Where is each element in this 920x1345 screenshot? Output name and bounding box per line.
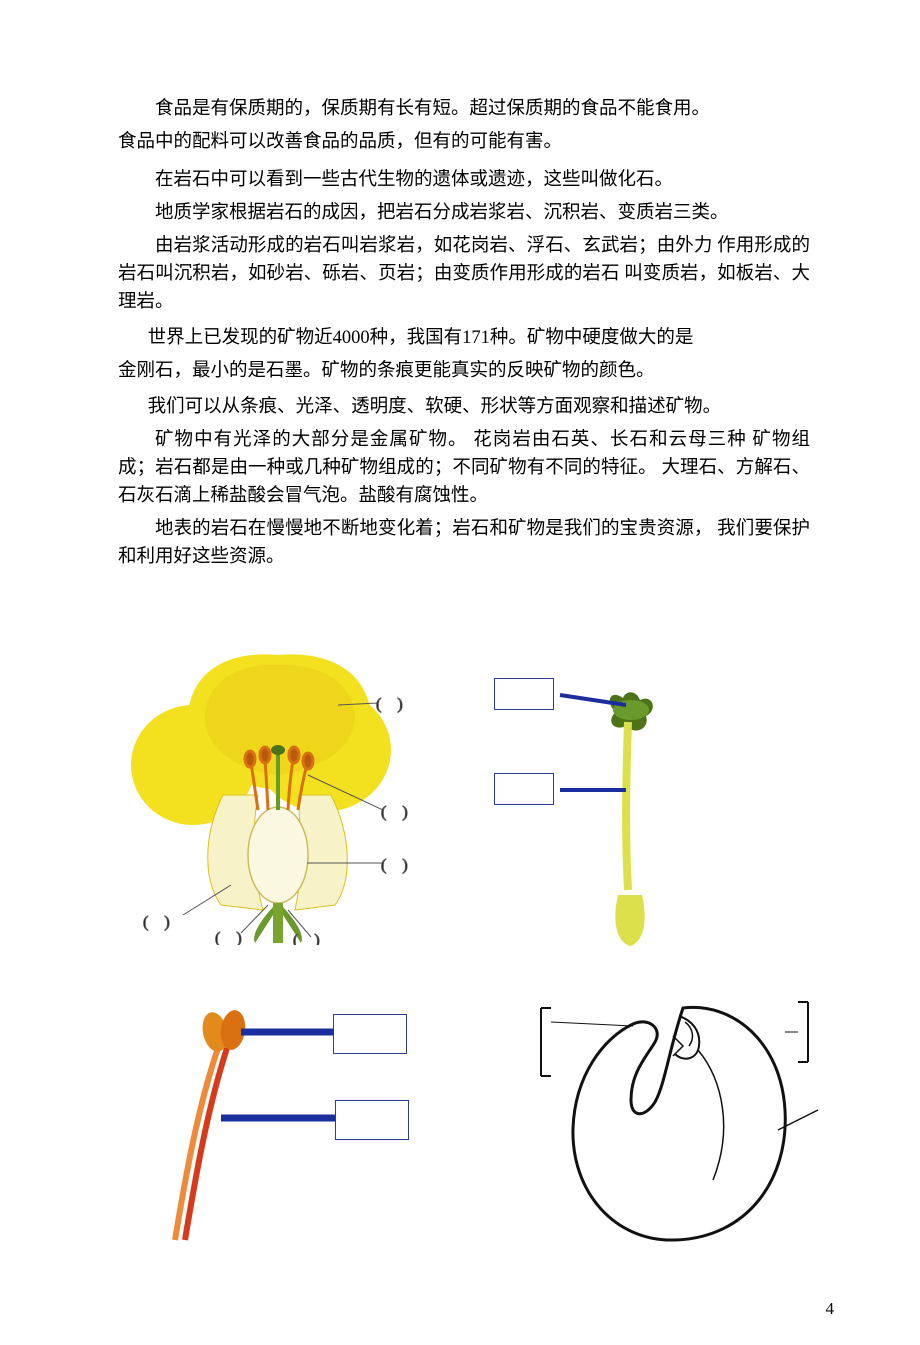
- svg-text:( ): ( ): [381, 857, 408, 874]
- paragraph-5b: 金刚石，最小的是石墨。矿物的条痕更能真实的反映矿物的颜色。: [118, 357, 810, 385]
- paragraph-2: 在岩石中可以看到一些古代生物的遗体或遗迹，这些叫做化石。: [118, 166, 810, 194]
- paragraph-5a: 世界上已发现的矿物近4000种，我国有171种。矿物中硬度做大的是: [118, 324, 810, 352]
- svg-text:( ): ( ): [293, 932, 320, 945]
- paragraph-7: 矿物中有光泽的大部分是金属矿物。 花岗岩由石英、长石和云母三种 矿物组成；岩石都…: [118, 426, 810, 510]
- pistil-label-box-2: [494, 773, 554, 805]
- page-number: 4: [826, 1299, 835, 1319]
- flower-svg: ( ) ( ) ( ) ( ) ( ) ( ): [123, 645, 433, 945]
- diagrams-container: ( ) ( ) ( ) ( ) ( ) ( ): [118, 645, 810, 1305]
- pistil-label-box-1: [494, 678, 554, 710]
- stamen-diagram: [123, 990, 433, 1250]
- paragraph-6: 我们可以从条痕、光泽、透明度、软硬、形状等方面观察和描述矿物。: [118, 393, 810, 421]
- svg-text:( ): ( ): [215, 930, 242, 945]
- paragraph-3: 地质学家根据岩石的成因，把岩石分成岩浆岩、沉积岩、变质岩三类。: [118, 199, 810, 227]
- flower-diagram: ( ) ( ) ( ) ( ) ( ) ( ): [123, 645, 433, 945]
- paragraph-1a: 食品是有保质期的，保质期有长有短。超过保质期的食品不能食用。: [118, 95, 810, 123]
- pistil-diagram: [478, 650, 778, 950]
- svg-text:( ): ( ): [143, 914, 170, 931]
- paragraph-1b: 食品中的配料可以改善食品的品质，但有的可能有害。: [118, 128, 810, 156]
- svg-text:( ): ( ): [381, 804, 408, 821]
- seed-diagram: [523, 980, 823, 1260]
- seed-svg: [523, 980, 823, 1260]
- paragraph-8: 地表的岩石在慢慢地不断地变化着；岩石和矿物是我们的宝贵资源， 我们要保护和利用好…: [118, 515, 810, 571]
- paragraph-4: 由岩浆活动形成的岩石叫岩浆岩，如花岗岩、浮石、玄武岩；由外力 作用形成的岩石叫沉…: [118, 232, 810, 316]
- stamen-label-box-2: [335, 1100, 409, 1140]
- svg-text:( ): ( ): [376, 696, 403, 713]
- stamen-label-box-1: [333, 1014, 407, 1054]
- document-page: 食品是有保质期的，保质期有长有短。超过保质期的食品不能食用。 食品中的配料可以改…: [0, 0, 920, 1345]
